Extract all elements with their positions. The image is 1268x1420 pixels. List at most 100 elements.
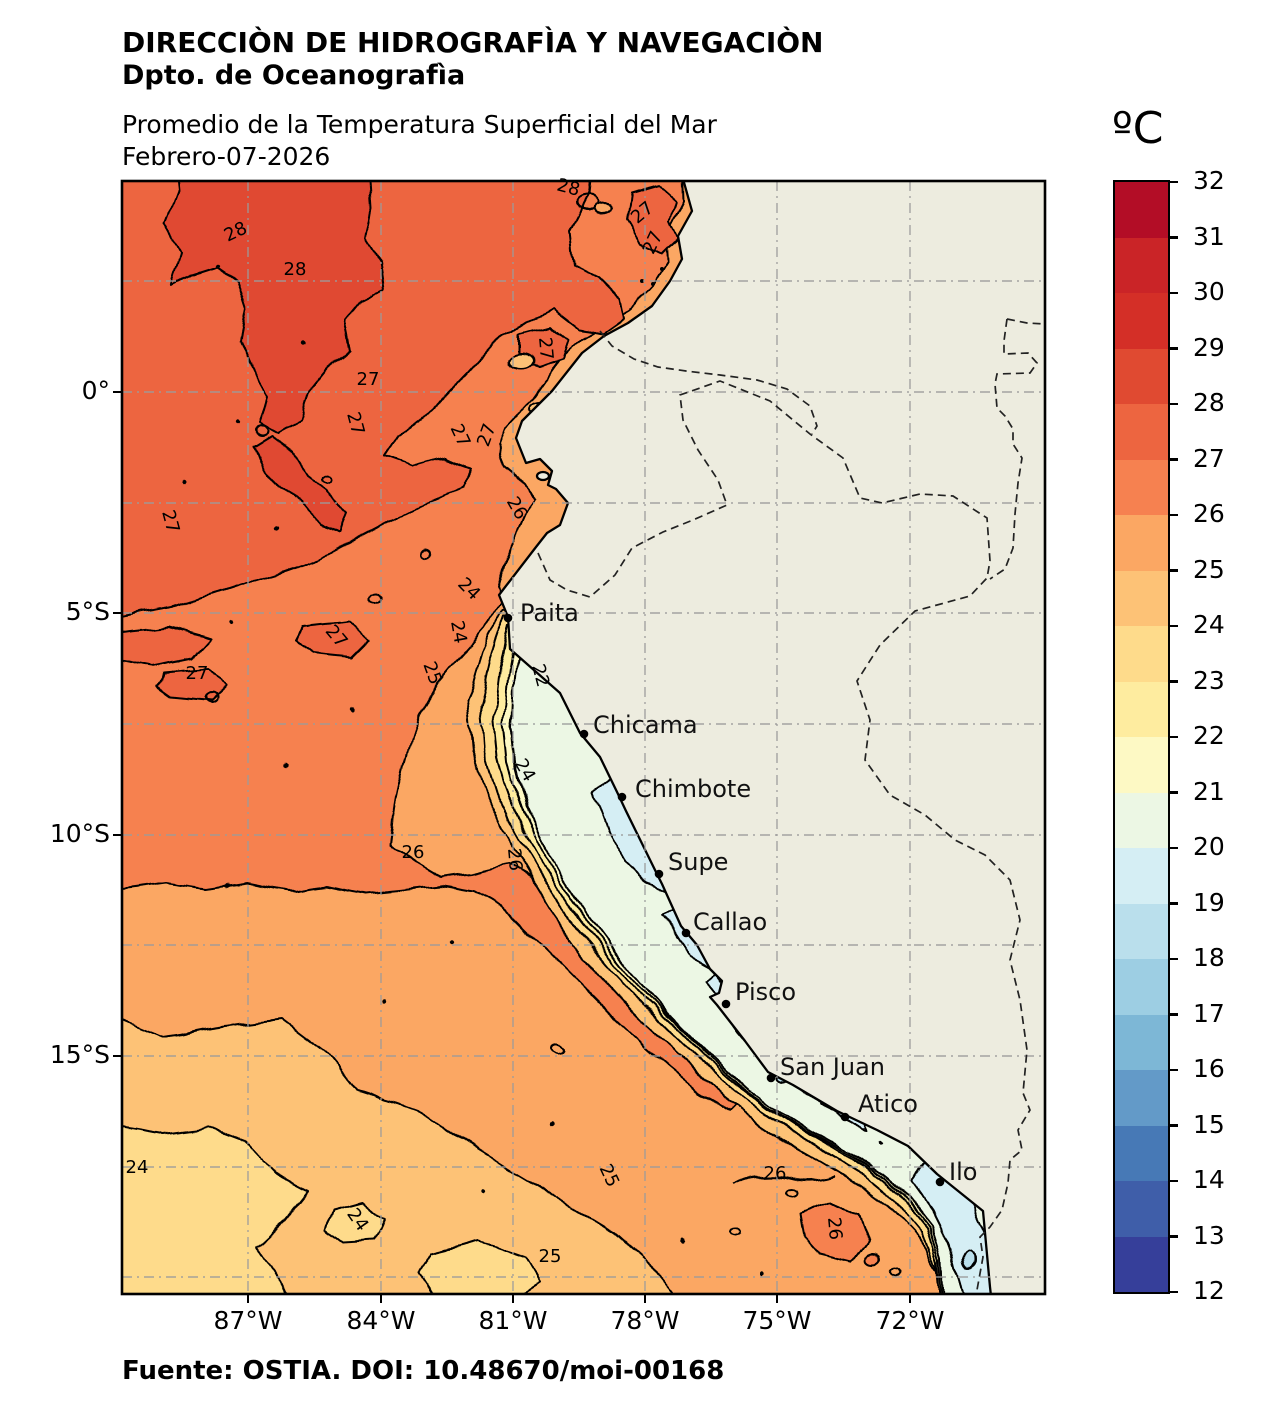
colorbar-tickmark — [1168, 291, 1178, 295]
y-tick-label: 0° — [81, 376, 110, 405]
colorbar-tickmark — [1168, 402, 1178, 406]
colorbar-tick-label: 32 — [1193, 166, 1225, 195]
colorbar-tick-label: 16 — [1193, 1054, 1225, 1083]
city-dot-supe — [654, 869, 664, 879]
band-28-29-arm — [253, 435, 348, 534]
x-tick-label: 81°W — [478, 1306, 548, 1335]
city-label-san-juan: San Juan — [780, 1053, 885, 1081]
colorbar-band — [1115, 848, 1168, 904]
y-tick-label: 10°S — [49, 819, 110, 848]
border-colombia-brazil — [989, 318, 1045, 580]
colorbar-tick-label: 13 — [1193, 1220, 1225, 1250]
city-dot-paita — [503, 613, 513, 623]
city-label-chimbote: Chimbote — [635, 775, 751, 803]
colorbar-band — [1115, 1125, 1168, 1181]
colorbar-band — [1115, 1236, 1168, 1292]
isotherm-label: 26 — [503, 847, 526, 872]
colorbar-tick-label: 23 — [1193, 665, 1225, 695]
colorbar-tickmark — [1168, 569, 1178, 572]
colorbar-tickmark — [1168, 1179, 1178, 1183]
cool-spot — [509, 352, 535, 370]
city-label-atico: Atico — [858, 1090, 918, 1118]
org-title: DIRECCIÒN DE HIDROGRAFÌA Y NAVEGACIÒN — [122, 26, 824, 59]
colorbar-band — [1115, 792, 1168, 848]
gulf-island — [535, 470, 551, 482]
city-dot-ilo — [935, 1177, 945, 1187]
contour-ring — [367, 593, 381, 605]
colorbar-tickmark — [1168, 624, 1178, 628]
country-borders — [537, 318, 1045, 1291]
map-plot-area: 28 28 28 27 27 27 27 27 27 27 27 27 27 26 26 26 26 26 25 25… — [113, 175, 1047, 1303]
border-peru-ecuador-colombia-brazil — [537, 380, 1031, 1291]
colorbar-band — [1115, 570, 1168, 626]
colorbar-tickmark — [1168, 791, 1178, 794]
x-tick-label: 75°W — [742, 1306, 812, 1335]
plot-frame — [120, 179, 1047, 1296]
colorbar-tick-label: 18 — [1193, 943, 1225, 972]
isotherm-label: 24 — [126, 1157, 149, 1178]
contour-ring — [203, 690, 217, 702]
city-label-ilo: Ilo — [949, 1158, 977, 1186]
colorbar-band — [1115, 626, 1168, 682]
city-label-chicama: Chicama — [593, 711, 698, 739]
source-attribution: Fuente: OSTIA. DOI: 10.48670/moi-00168 — [122, 1356, 725, 1386]
colorbar-band — [1115, 959, 1168, 1015]
warm-spot — [595, 201, 613, 213]
colorbar-tickmark — [1168, 1235, 1178, 1238]
isotherm-label: 26 — [402, 842, 425, 863]
colorbar-tick-label: 24 — [1193, 610, 1225, 639]
colorbar-tick-label: 31 — [1193, 221, 1225, 251]
contour-ring — [255, 425, 269, 437]
contour-ring — [321, 474, 333, 484]
city-dot-san-juan — [766, 1073, 776, 1083]
axis-tickmarks — [113, 391, 911, 1303]
colorbar-tickmark — [1168, 902, 1178, 905]
band-27-28-blob — [122, 626, 211, 668]
city-label-callao: Callao — [693, 908, 767, 936]
city-dot-callao — [681, 928, 691, 938]
colorbar-bands — [1113, 180, 1170, 1294]
isotherm-label: 26 — [823, 1216, 846, 1241]
city-label-pisco: Pisco — [735, 978, 796, 1006]
x-tick-label: 87°W — [213, 1306, 283, 1335]
band-26-27-eddy — [799, 1200, 869, 1264]
colorbar-band — [1115, 903, 1168, 959]
colorbar-tickmark — [1168, 680, 1178, 683]
colorbar-tick-label: 15 — [1193, 1109, 1225, 1139]
colorbar-tick-label: 22 — [1193, 721, 1225, 750]
colorbar-band — [1115, 348, 1168, 404]
city-dot-pisco — [721, 999, 731, 1009]
islet — [660, 267, 664, 271]
band-28-29 — [165, 181, 385, 434]
colorbar-tickmark — [1168, 735, 1178, 739]
colorbar-band — [1115, 681, 1168, 737]
colorbar-tickmark — [1168, 1124, 1178, 1127]
band-26-27-eddy-sat — [866, 1253, 882, 1265]
colorbar-tick-label: 30 — [1193, 277, 1225, 306]
date-label: Febrero-07-2026 — [122, 142, 331, 171]
city-label-paita: Paita — [520, 599, 579, 627]
islet — [640, 279, 644, 283]
band-23-24-blob — [325, 1202, 385, 1244]
colorbar-tick-label: 19 — [1193, 887, 1225, 917]
city-dot-atico — [840, 1112, 850, 1122]
colorbar-tick-label: 12 — [1193, 1276, 1225, 1305]
colorbar-band — [1115, 737, 1168, 793]
colorbar-tick-label: 25 — [1193, 554, 1225, 584]
graticule-grid — [122, 181, 1045, 1294]
isotherm-label: 27 — [534, 336, 557, 361]
contour-ring — [786, 1188, 798, 1198]
product-title: Promedio de la Temperatura Superficial d… — [122, 110, 717, 139]
colorbar-tick-label: 21 — [1193, 776, 1225, 806]
x-tick-label: 84°W — [346, 1306, 416, 1335]
isotherm-label: 26 — [764, 1163, 787, 1184]
city-dot-chimbote — [617, 792, 627, 802]
band-18-19-spot — [962, 1251, 974, 1271]
x-tick-label: 78°W — [610, 1306, 680, 1335]
colorbar-tickmark — [1168, 458, 1178, 461]
colorbar-band — [1115, 404, 1168, 460]
contour-ring — [421, 548, 433, 558]
colorbar-band — [1115, 1014, 1168, 1070]
band-27-28-blob — [293, 620, 371, 658]
